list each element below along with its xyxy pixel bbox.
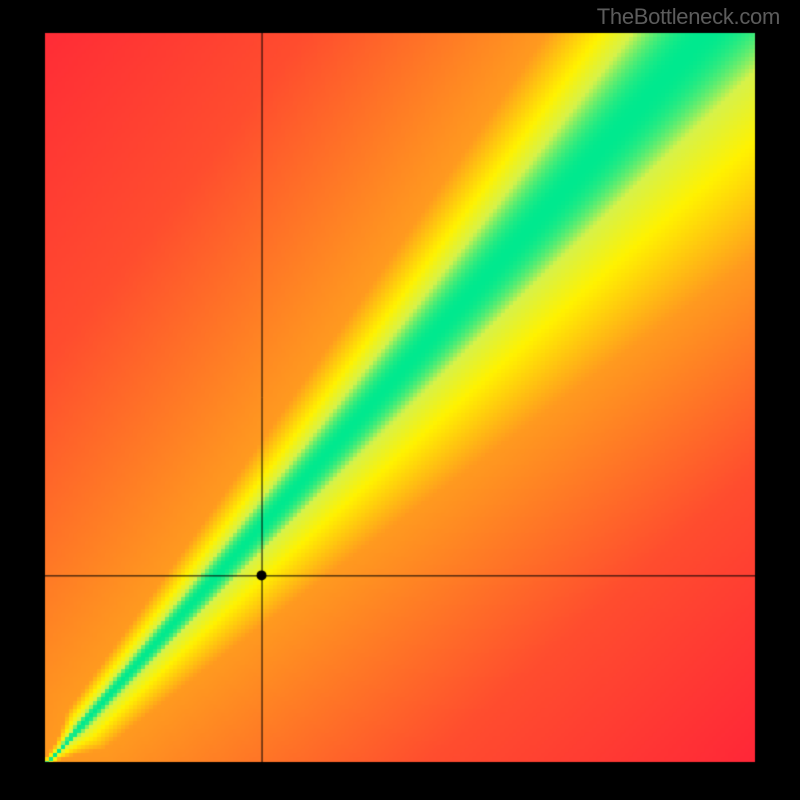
watermark-text: TheBottleneck.com — [597, 4, 780, 30]
bottleneck-heatmap-canvas — [0, 0, 800, 800]
chart-container: TheBottleneck.com — [0, 0, 800, 800]
